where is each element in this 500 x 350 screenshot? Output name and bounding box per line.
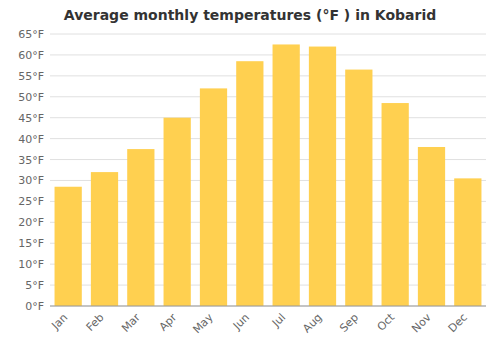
bar <box>55 187 82 306</box>
y-tick-label: 30°F <box>18 174 44 187</box>
y-tick-label: 5°F <box>25 279 44 292</box>
y-tick-label: 25°F <box>18 195 44 208</box>
bar <box>127 149 154 306</box>
y-tick-label: 65°F <box>18 28 44 41</box>
y-axis: 0°F 5°F 10°F 15°F 20°F 25°F 30°F 35°F 40°F 45°F 50… <box>18 28 44 313</box>
x-tick-label: Nov <box>409 311 434 336</box>
bar <box>236 61 263 306</box>
y-tick-label: 10°F <box>18 258 44 271</box>
x-axis: Jan Feb Mar Apr May Jun Jul Aug Sep Oct Nov Dec <box>48 310 470 336</box>
title: Average monthly temperatures (°F ) in Ko… <box>64 7 436 23</box>
y-tick-label: 50°F <box>18 91 44 104</box>
x-tick-label: Apr <box>157 311 180 334</box>
x-tick-label: Jun <box>230 311 252 333</box>
x-tick-label: Jul <box>269 311 288 330</box>
y-tick-label: 0°F <box>25 300 44 313</box>
y-tick-label: 35°F <box>18 154 44 167</box>
grid-line <box>50 306 486 307</box>
x-tick-label: Aug <box>300 311 324 335</box>
bar <box>382 103 409 306</box>
chart-container: Average monthly temperatures (°F ) in Ko… <box>0 0 500 350</box>
x-tick-label: Dec <box>446 311 470 335</box>
grid-line <box>50 117 486 118</box>
bar <box>418 147 445 306</box>
grid-line <box>50 96 486 97</box>
y-tick-label: 45°F <box>18 112 44 125</box>
x-tick-label: May <box>190 311 216 337</box>
grid-line <box>50 34 486 35</box>
y-tick-label: 60°F <box>18 49 44 62</box>
x-tick-label: Jan <box>48 311 70 333</box>
chart-svg: Average monthly temperatures (°F ) in Ko… <box>0 0 500 350</box>
grid-line <box>50 54 486 55</box>
bar <box>200 88 227 306</box>
x-tick-label: Oct <box>375 310 398 333</box>
x-tick-label: Feb <box>84 311 107 334</box>
x-axis-line <box>50 306 486 307</box>
bar <box>273 44 300 306</box>
bar <box>91 172 118 306</box>
bar <box>345 70 372 306</box>
bar <box>164 118 191 306</box>
y-tick-label: 20°F <box>18 216 44 229</box>
grid <box>50 34 486 306</box>
x-tick-label: Sep <box>337 311 361 335</box>
y-tick-label: 15°F <box>18 237 44 250</box>
grid-line <box>50 138 486 139</box>
x-tick-label: Mar <box>119 311 143 335</box>
y-tick-label: 40°F <box>18 133 44 146</box>
bar <box>309 47 336 306</box>
y-tick-label: 55°F <box>18 70 44 83</box>
grid-line <box>50 75 486 76</box>
bar <box>454 178 481 306</box>
bars <box>55 44 482 306</box>
